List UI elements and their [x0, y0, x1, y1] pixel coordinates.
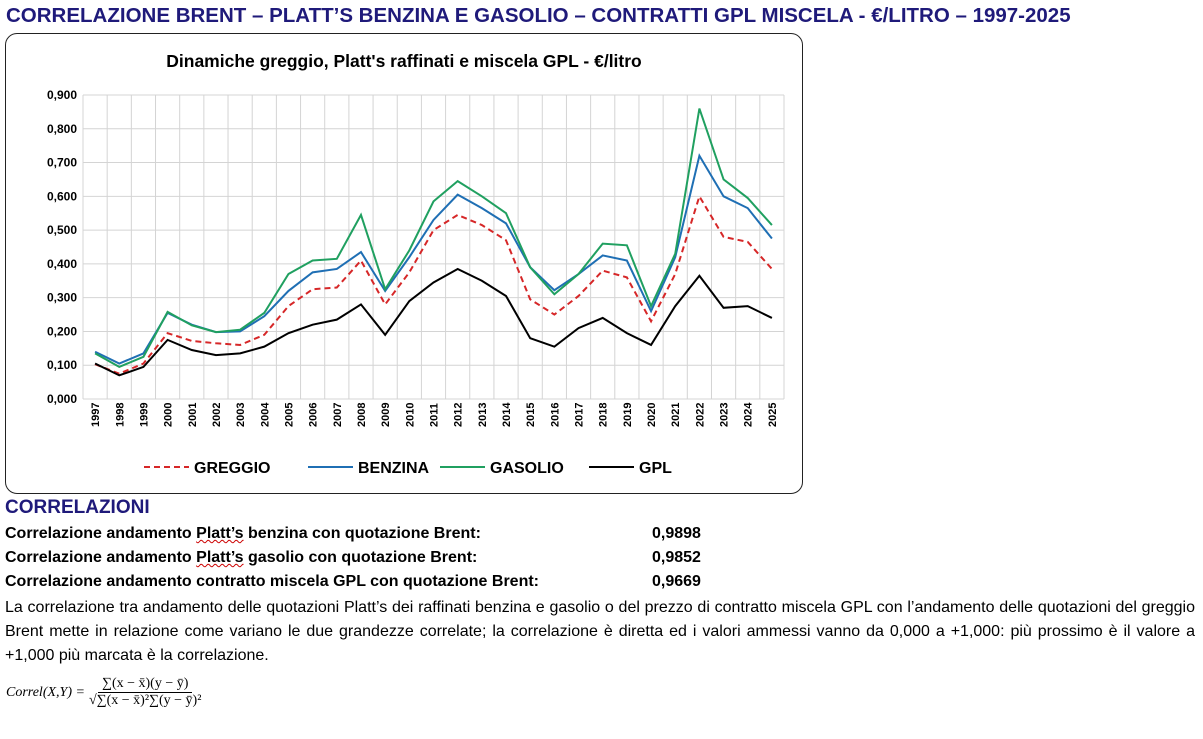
x-tick-label: 2019 — [622, 403, 634, 427]
chart-title: Dinamiche greggio, Platt's raffinati e m… — [166, 51, 642, 71]
chart-container: Dinamiche greggio, Platt's raffinati e m… — [5, 33, 803, 494]
x-tick-label: 2008 — [356, 403, 368, 427]
x-tick-label: 1997 — [90, 403, 102, 427]
correlation-formula: Correl(X,Y) = ∑(x − x̄)(y − ȳ) √∑(x − x̄… — [6, 676, 201, 709]
x-tick-label: 2004 — [259, 402, 271, 427]
correlation-value-gpl: 0,9669 — [652, 573, 701, 590]
label-text: Correlazione andamento — [5, 549, 197, 566]
legend-label: GASOLIO — [490, 460, 564, 477]
legend-label: GPL — [639, 460, 672, 477]
y-tick-label: 0,800 — [47, 122, 77, 136]
x-tick-label: 2025 — [767, 403, 779, 427]
x-tick-label: 2009 — [380, 403, 392, 427]
y-tick-label: 0,400 — [47, 257, 77, 271]
series-line-greggio — [94, 193, 773, 375]
x-tick-label: 2011 — [429, 403, 441, 427]
line-chart: Dinamiche greggio, Platt's raffinati e m… — [47, 51, 785, 477]
x-tick-label: 2016 — [549, 403, 561, 427]
x-tick-label: 2022 — [694, 403, 706, 427]
y-tick-label: 0,300 — [47, 291, 77, 305]
label-text: benzina con quotazione Brent: — [243, 525, 481, 542]
legend-label: BENZINA — [358, 460, 430, 477]
x-tick-label: 1999 — [138, 403, 150, 427]
y-tick-label: 0,700 — [47, 156, 77, 170]
x-tick-label: 1998 — [114, 403, 126, 427]
correlations-heading: CORRELAZIONI — [5, 497, 150, 518]
series-line-benzina — [94, 153, 773, 365]
x-tick-label: 2017 — [574, 403, 586, 427]
y-tick-label: 0,600 — [47, 189, 77, 203]
explanation-paragraph: La correlazione tra andamento delle quot… — [5, 599, 1195, 664]
label-text: Platt’s — [196, 549, 244, 566]
formula-numerator: ∑(x − x̄)(y − ȳ) — [97, 676, 193, 693]
x-tick-label: 2006 — [308, 403, 320, 427]
y-tick-label: 0,900 — [47, 88, 77, 102]
x-tick-label: 2012 — [453, 403, 465, 427]
y-tick-label: 0,500 — [47, 223, 77, 237]
correlation-label-gasolio: Correlazione andamento Platt’s gasolio c… — [5, 549, 477, 567]
correlation-value-gasolio: 0,9852 — [652, 549, 701, 566]
x-tick-label: 2000 — [163, 403, 175, 427]
x-tick-label: 2020 — [646, 403, 658, 427]
label-text: Platt’s — [196, 525, 244, 542]
series-line-gasolio — [94, 108, 773, 369]
formula-fraction: ∑(x − x̄)(y − ȳ) √∑(x − x̄)²∑(y − ȳ)² — [89, 676, 201, 709]
y-tick-label: 0,100 — [47, 358, 77, 372]
label-text: Correlazione andamento — [5, 525, 197, 542]
correlation-label-gpl: Correlazione andamento contratto miscela… — [5, 573, 540, 590]
x-tick-label: 2005 — [283, 403, 295, 427]
formula-lhs: Correl(X,Y) = — [6, 684, 85, 700]
x-tick-label: 2013 — [477, 403, 489, 427]
x-tick-label: 2001 — [187, 403, 199, 427]
x-tick-label: 2007 — [332, 403, 344, 427]
x-tick-label: 2024 — [743, 402, 755, 427]
x-tick-label: 2003 — [235, 403, 247, 427]
x-tick-label: 2010 — [404, 403, 416, 427]
x-tick-label: 2002 — [211, 403, 223, 427]
x-tick-label: 2018 — [598, 403, 610, 427]
x-tick-label: 2014 — [501, 402, 513, 427]
correlation-value-benzina: 0,9898 — [652, 525, 701, 542]
legend-label: GREGGIO — [194, 460, 270, 477]
label-text: gasolio con quotazione Brent: — [243, 549, 478, 566]
x-tick-label: 2015 — [525, 403, 537, 427]
x-tick-label: 2021 — [670, 403, 682, 427]
correlation-label-benzina: Correlazione andamento Platt’s benzina c… — [5, 525, 481, 543]
page-title: CORRELAZIONE BRENT – PLATT’S BENZINA E G… — [6, 4, 1071, 27]
y-tick-label: 0,000 — [47, 392, 77, 406]
formula-denominator: √∑(x − x̄)²∑(y − ȳ)² — [88, 693, 202, 708]
y-tick-label: 0,200 — [47, 324, 77, 338]
x-tick-label: 2023 — [719, 403, 731, 427]
